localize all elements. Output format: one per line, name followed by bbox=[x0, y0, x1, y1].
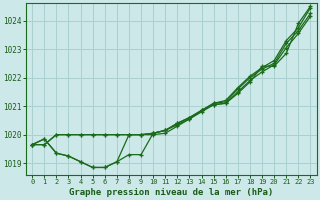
X-axis label: Graphe pression niveau de la mer (hPa): Graphe pression niveau de la mer (hPa) bbox=[69, 188, 274, 197]
